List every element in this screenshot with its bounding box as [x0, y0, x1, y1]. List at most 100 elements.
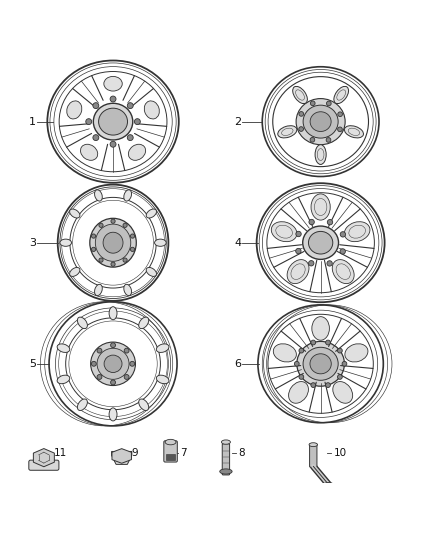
Ellipse shape — [278, 126, 297, 138]
Ellipse shape — [128, 144, 145, 160]
Ellipse shape — [124, 284, 131, 296]
Text: 9: 9 — [132, 448, 138, 458]
Ellipse shape — [156, 375, 169, 384]
Ellipse shape — [333, 382, 353, 403]
Ellipse shape — [344, 222, 370, 241]
Ellipse shape — [326, 101, 331, 106]
Ellipse shape — [332, 260, 354, 284]
Ellipse shape — [308, 231, 333, 254]
Ellipse shape — [123, 223, 127, 228]
Ellipse shape — [156, 344, 169, 352]
Ellipse shape — [97, 348, 102, 353]
Ellipse shape — [310, 138, 315, 142]
Ellipse shape — [78, 317, 88, 329]
Ellipse shape — [95, 224, 131, 261]
Ellipse shape — [123, 258, 127, 262]
Ellipse shape — [124, 348, 129, 353]
Text: 7: 7 — [180, 448, 187, 458]
Ellipse shape — [327, 220, 333, 225]
FancyBboxPatch shape — [164, 441, 177, 462]
Ellipse shape — [109, 408, 117, 421]
Ellipse shape — [111, 380, 116, 385]
Ellipse shape — [110, 96, 116, 102]
Ellipse shape — [303, 348, 338, 381]
Ellipse shape — [299, 127, 304, 131]
FancyBboxPatch shape — [222, 444, 230, 475]
Ellipse shape — [103, 232, 123, 253]
Polygon shape — [112, 451, 132, 464]
Ellipse shape — [344, 126, 364, 138]
Ellipse shape — [146, 268, 156, 277]
Ellipse shape — [299, 111, 304, 116]
Ellipse shape — [311, 101, 315, 106]
Ellipse shape — [110, 141, 116, 147]
Ellipse shape — [310, 112, 331, 132]
Ellipse shape — [131, 247, 134, 252]
Ellipse shape — [92, 361, 96, 366]
Polygon shape — [33, 449, 54, 467]
Ellipse shape — [139, 399, 149, 410]
Ellipse shape — [312, 317, 329, 340]
Ellipse shape — [57, 375, 70, 384]
Ellipse shape — [99, 108, 127, 135]
Ellipse shape — [99, 258, 103, 262]
Ellipse shape — [109, 306, 117, 320]
Bar — [166, 454, 175, 460]
Text: 2: 2 — [234, 117, 241, 127]
Text: 8: 8 — [238, 448, 245, 458]
Text: 6: 6 — [234, 359, 241, 369]
Ellipse shape — [345, 344, 368, 362]
Ellipse shape — [338, 112, 343, 117]
Ellipse shape — [93, 103, 133, 140]
Ellipse shape — [92, 247, 95, 252]
Ellipse shape — [222, 440, 230, 444]
Ellipse shape — [111, 219, 115, 223]
Polygon shape — [112, 449, 131, 463]
Ellipse shape — [130, 361, 134, 366]
Ellipse shape — [293, 86, 307, 103]
Ellipse shape — [308, 261, 314, 266]
Text: 3: 3 — [29, 238, 36, 248]
Ellipse shape — [273, 344, 297, 362]
Ellipse shape — [342, 361, 347, 366]
Ellipse shape — [220, 469, 232, 474]
Ellipse shape — [86, 119, 92, 125]
Ellipse shape — [338, 127, 343, 132]
Ellipse shape — [310, 354, 331, 374]
Ellipse shape — [90, 219, 136, 267]
FancyBboxPatch shape — [310, 444, 317, 467]
Ellipse shape — [311, 340, 316, 345]
Ellipse shape — [311, 194, 330, 220]
Ellipse shape — [165, 439, 176, 445]
Ellipse shape — [327, 261, 332, 266]
Ellipse shape — [296, 248, 301, 254]
Ellipse shape — [93, 103, 99, 109]
Ellipse shape — [309, 443, 318, 447]
Ellipse shape — [70, 209, 80, 218]
Ellipse shape — [91, 342, 135, 385]
Ellipse shape — [340, 232, 346, 237]
Ellipse shape — [131, 234, 134, 238]
Ellipse shape — [60, 239, 71, 246]
Ellipse shape — [93, 135, 99, 141]
Text: 1: 1 — [29, 117, 36, 127]
Ellipse shape — [296, 231, 301, 237]
Ellipse shape — [124, 190, 131, 201]
Ellipse shape — [326, 138, 331, 142]
Text: 10: 10 — [334, 448, 347, 458]
Ellipse shape — [325, 340, 330, 345]
Ellipse shape — [324, 482, 333, 487]
Ellipse shape — [97, 375, 102, 379]
Text: 5: 5 — [29, 359, 36, 369]
Ellipse shape — [299, 375, 304, 379]
Ellipse shape — [104, 76, 122, 91]
Ellipse shape — [139, 317, 149, 329]
Ellipse shape — [155, 239, 166, 246]
Ellipse shape — [294, 361, 299, 366]
Ellipse shape — [315, 144, 326, 165]
Ellipse shape — [144, 101, 159, 119]
Ellipse shape — [289, 382, 308, 403]
Ellipse shape — [325, 383, 330, 387]
Ellipse shape — [124, 375, 129, 379]
Ellipse shape — [297, 342, 344, 386]
